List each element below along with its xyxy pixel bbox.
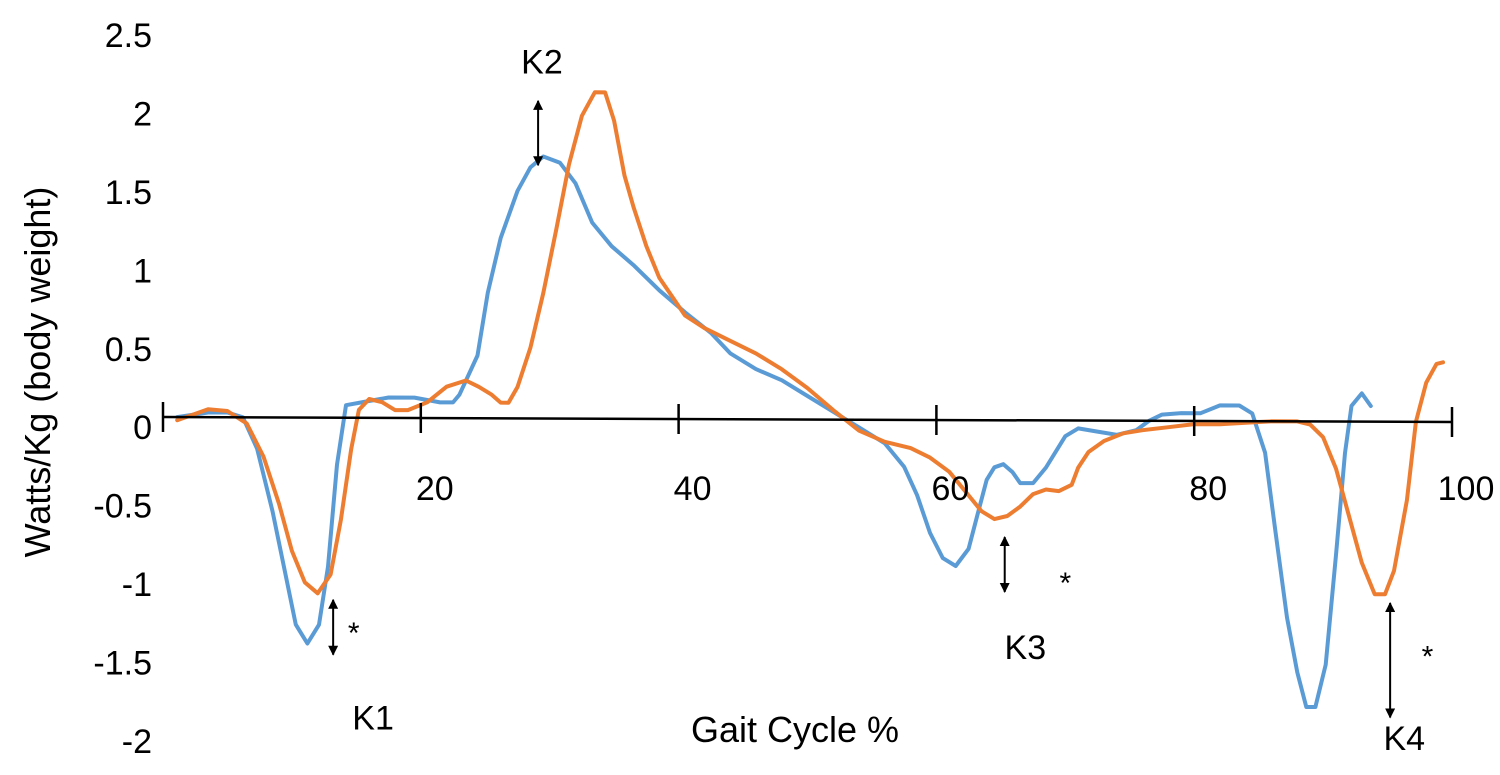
- x-axis-line: [162, 415, 1453, 424]
- y-tick-label: 2: [133, 95, 152, 133]
- x-axis-tick-labels: 20 40 60 80 100: [416, 470, 1494, 508]
- x-tick-label: 100: [1438, 470, 1495, 508]
- y-tick-label: 1: [133, 252, 152, 290]
- y-tick-label: -1.5: [93, 645, 152, 683]
- x-tick-label: 40: [674, 470, 712, 508]
- annotation-label: K4: [1384, 720, 1426, 758]
- x-axis: [161, 402, 1454, 437]
- x-tick-label: 60: [931, 470, 969, 508]
- y-axis-tick-labels: 2.5 2 1.5 1 0.5 0 -0.5 -1 -1.5 -2: [93, 17, 152, 761]
- x-axis-title: Gait Cycle %: [691, 709, 899, 750]
- y-tick-label: -0.5: [93, 488, 152, 526]
- y-tick-label: 0.5: [105, 331, 152, 369]
- y-tick-label: -1: [122, 566, 152, 604]
- series-layer: [175, 90, 1445, 709]
- y-tick-label: -2: [122, 723, 152, 761]
- significance-asterisk: *: [348, 617, 360, 650]
- annotation-label: K3: [1005, 629, 1047, 667]
- y-tick-label: 0: [133, 409, 152, 447]
- y-axis-title: Watts/Kg (body weight): [17, 187, 58, 558]
- y-tick-label: 1.5: [105, 174, 152, 212]
- significance-asterisk: *: [1059, 567, 1071, 600]
- annotation-label: K2: [521, 44, 563, 82]
- y-tick-label: 2.5: [105, 17, 152, 55]
- annotation-label: K1: [352, 699, 394, 737]
- x-tick-label: 80: [1189, 470, 1227, 508]
- significance-asterisk: *: [1422, 641, 1434, 674]
- x-tick-label: 20: [416, 470, 454, 508]
- annotations-layer: K1 * K2 K3 * K4 *: [328, 44, 1434, 758]
- series-line-2: [175, 90, 1445, 597]
